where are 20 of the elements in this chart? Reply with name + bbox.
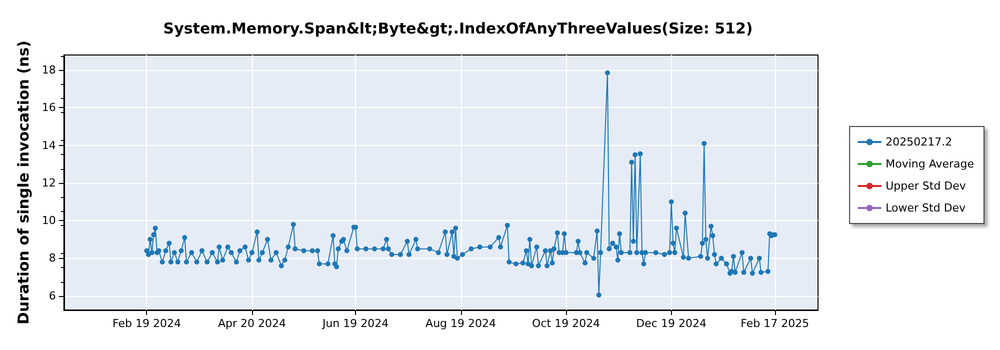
legend-label: Moving Average	[886, 158, 974, 170]
legend-label: Lower Std Dev	[886, 202, 966, 214]
x-tick-label: Aug 19 2024	[426, 317, 496, 330]
x-tick-label: Jun 19 2024	[321, 317, 389, 330]
x-tick-label: Apr 20 2024	[218, 317, 286, 330]
x-tick-label: Feb 19 2024	[112, 317, 181, 330]
legend-label: Upper Std Dev	[886, 180, 966, 192]
y-tick-label: 14	[42, 138, 56, 152]
y-tick-label: 8	[48, 252, 56, 265]
x-tick-label: Dec 19 2024	[636, 317, 706, 330]
x-tick-label: Feb 17 2025	[740, 317, 810, 330]
y-tick-label: 12	[42, 176, 56, 190]
y-axis-title: Duration of single invocation (ns)	[14, 40, 32, 324]
y-tick-label: 10	[42, 214, 56, 228]
y-tick-label: 16	[42, 101, 56, 114]
legend-label: 20250217.2	[886, 136, 952, 148]
chart-title: System.Memory.Span&lt;Byte&gt;.IndexOfAnyThreeValues(Size: 512)	[163, 20, 753, 38]
x-tick-label: Oct 19 2024	[532, 317, 600, 330]
y-tick-label: 18	[42, 64, 56, 77]
y-tick-label: 6	[48, 289, 56, 302]
